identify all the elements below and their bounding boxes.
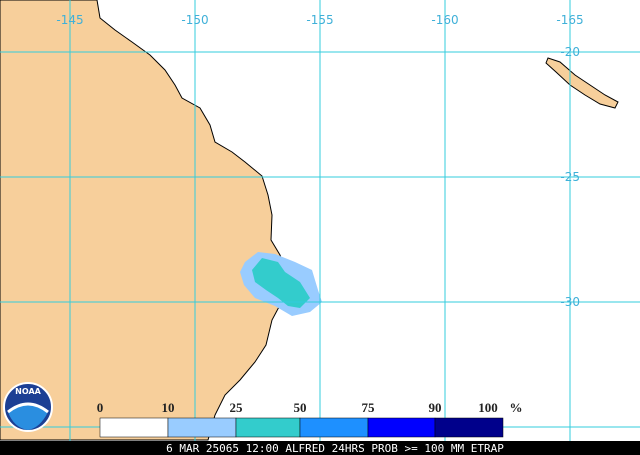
latitude-label: -20 xyxy=(560,45,580,59)
longitude-label: -145 xyxy=(56,13,83,27)
legend-swatch xyxy=(434,417,504,438)
logo-text: NOAA xyxy=(15,387,41,396)
latitude-label: -25 xyxy=(560,170,580,184)
legend-label: 50 xyxy=(294,400,307,415)
footer-text: 6 MAR 25065 12:00 ALFRED 24HRS PROB >= 1… xyxy=(166,442,504,455)
graticule: -145 -150 -155 -160 -165 -20 -25 -30 xyxy=(0,0,640,441)
legend-label: 100 xyxy=(478,400,498,415)
legend-swatch xyxy=(235,417,301,438)
legend-label: 90 xyxy=(429,400,442,415)
legend-label: 75 xyxy=(362,400,376,415)
land xyxy=(0,0,289,441)
legend-swatch xyxy=(367,417,436,438)
legend-swatch xyxy=(99,417,169,438)
longitude-label: -150 xyxy=(181,13,208,27)
longitude-label: -155 xyxy=(306,13,333,27)
legend-swatch xyxy=(299,417,369,438)
legend-swatch xyxy=(167,417,237,438)
probability-25 xyxy=(252,258,310,308)
legend-label: 0 xyxy=(97,400,104,415)
legend-unit: % xyxy=(510,400,523,415)
legend-label: 25 xyxy=(230,400,244,415)
noaa-logo: NOAA xyxy=(3,382,53,432)
legend: 0 10 25 50 75 90 100% xyxy=(97,400,523,438)
new-caledonia xyxy=(545,57,619,109)
footer-bar xyxy=(0,441,640,455)
longitude-label: -165 xyxy=(556,13,583,27)
longitude-label: -160 xyxy=(431,13,458,27)
legend-label: 10 xyxy=(162,400,175,415)
latitude-label: -30 xyxy=(560,295,580,309)
